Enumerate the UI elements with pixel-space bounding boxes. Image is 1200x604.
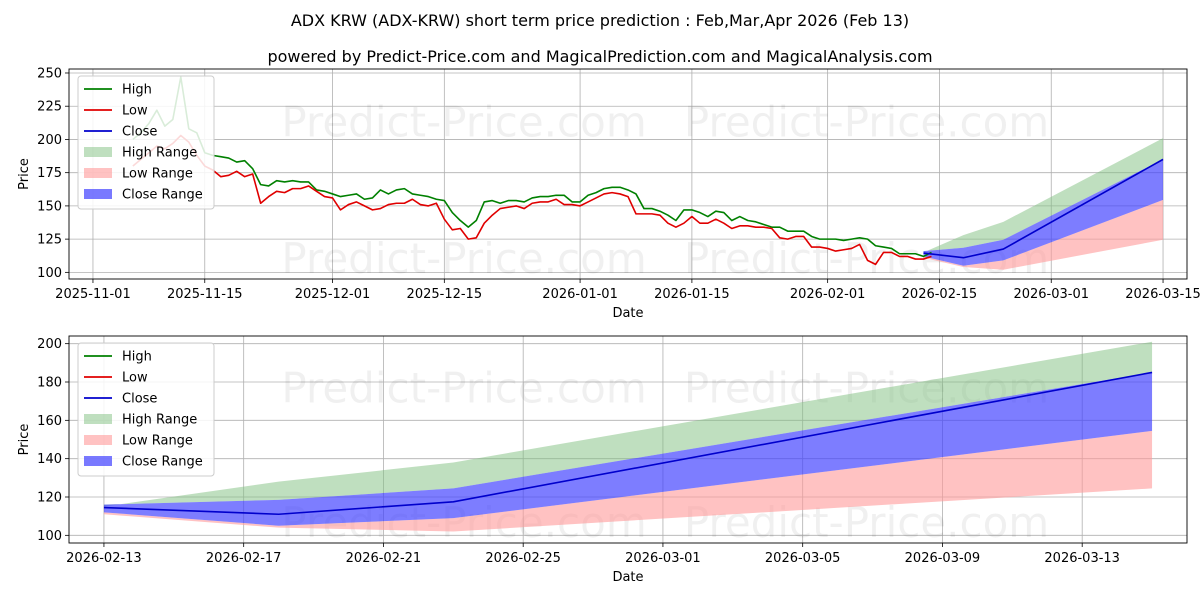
y-axis-label: Price bbox=[17, 424, 32, 456]
y-tick-label: 120 bbox=[37, 491, 62, 506]
legend-label-high-range: High Range bbox=[122, 413, 197, 428]
plot-frame bbox=[68, 335, 1188, 544]
x-tick-label: 2026-02-21 bbox=[346, 551, 422, 566]
x-axis-label: Date bbox=[612, 570, 643, 585]
legend-label-high: High bbox=[122, 350, 152, 365]
watermark-text: Predict-Price.com bbox=[281, 363, 646, 412]
y-tick-label: 180 bbox=[37, 376, 62, 391]
x-tick-label: 2026-02-17 bbox=[206, 551, 282, 566]
y-tick-label: 100 bbox=[37, 529, 62, 544]
y-tick-label: 250 bbox=[37, 66, 62, 81]
x-tick-label: 2026-03-09 bbox=[905, 551, 981, 566]
low-history-line bbox=[132, 134, 932, 266]
y-tick-label: 175 bbox=[37, 166, 62, 181]
plot-area bbox=[132, 76, 1164, 270]
x-tick-label: 2025-12-15 bbox=[407, 287, 483, 302]
legend-label-high-range: High Range bbox=[122, 146, 197, 161]
plot-area bbox=[103, 341, 1153, 532]
low-range-band bbox=[923, 199, 1164, 270]
legend: High Low Close High Range Low Range Close Ran… bbox=[77, 342, 215, 477]
legend-label-low: Low bbox=[122, 104, 148, 119]
legend-label-close-range: Close Range bbox=[122, 188, 203, 203]
x-tick-label: 2026-03-15 bbox=[1125, 287, 1200, 302]
y-tick-label: 140 bbox=[37, 452, 62, 467]
close-forecast-line bbox=[103, 371, 1153, 516]
watermark-text: Predict-Price.com bbox=[684, 98, 1049, 147]
legend-label-high: High bbox=[122, 83, 152, 98]
legend-swatch-close-range bbox=[84, 189, 112, 199]
x-tick-label: 2026-02-01 bbox=[790, 287, 866, 302]
x-tick-label: 2026-02-25 bbox=[485, 551, 561, 566]
low-range-band bbox=[103, 430, 1153, 532]
x-tick-label: 2026-01-15 bbox=[654, 287, 730, 302]
legend-label-low: Low bbox=[122, 371, 148, 386]
x-tick-label: 2026-03-01 bbox=[1013, 287, 1089, 302]
overview-chart-panel: 100 125 150 175 200 225 250 2025-11-01 2025-11-1… bbox=[17, 66, 1200, 321]
x-tick-label: 2025-11-01 bbox=[55, 287, 131, 302]
x-axis-label: Date bbox=[612, 306, 643, 321]
x-tick-label: 2026-03-13 bbox=[1044, 551, 1120, 566]
legend-label-close: Close bbox=[122, 125, 157, 140]
y-axis-label: Price bbox=[17, 158, 32, 190]
legend: High Low Close High Range Low Range Close Ran… bbox=[77, 75, 215, 210]
watermark-text: Predict-Price.com bbox=[281, 98, 646, 147]
chart-subtitle: powered by Predict-Price.com and Magical… bbox=[267, 47, 932, 66]
x-tick-label: 2026-02-13 bbox=[66, 551, 142, 566]
y-tick-label: 160 bbox=[37, 414, 62, 429]
legend-label-low-range: Low Range bbox=[122, 167, 193, 182]
high-history-line bbox=[132, 76, 932, 258]
chart-title: ADX KRW (ADX-KRW) short term price predi… bbox=[291, 11, 909, 30]
x-tick-label: 2026-03-05 bbox=[765, 551, 841, 566]
legend-label-close: Close bbox=[122, 392, 157, 407]
y-tick-label: 200 bbox=[37, 133, 62, 148]
x-tick-label: 2025-11-15 bbox=[167, 287, 243, 302]
close-forecast-line bbox=[923, 158, 1164, 259]
legend-swatch-high-range bbox=[84, 147, 112, 157]
legend-swatch-close-range bbox=[84, 456, 112, 466]
legend-label-low-range: Low Range bbox=[122, 434, 193, 449]
legend-label-close-range: Close Range bbox=[122, 455, 203, 470]
close-range-band bbox=[103, 372, 1153, 526]
x-tick-label: 2025-12-01 bbox=[295, 287, 371, 302]
legend-swatch-low-range bbox=[84, 168, 112, 178]
y-tick-label: 150 bbox=[37, 199, 62, 214]
forecast-chart-panel: 100 120 140 160 180 200 2026-02-13 2026-02-17 20… bbox=[17, 335, 1188, 585]
watermark-text: Predict-Price.com bbox=[281, 234, 646, 283]
y-tick-label: 100 bbox=[37, 266, 62, 281]
y-tick-label: 225 bbox=[37, 100, 62, 115]
y-tick-label: 125 bbox=[37, 233, 62, 248]
x-tick-label: 2026-01-01 bbox=[542, 287, 618, 302]
legend-swatch-low-range bbox=[84, 435, 112, 445]
legend-swatch-high-range bbox=[84, 414, 112, 424]
y-tick-label: 200 bbox=[37, 337, 62, 352]
x-tick-label: 2026-02-15 bbox=[902, 287, 978, 302]
x-tick-label: 2026-03-01 bbox=[625, 551, 701, 566]
plot-frame bbox=[68, 68, 1188, 280]
